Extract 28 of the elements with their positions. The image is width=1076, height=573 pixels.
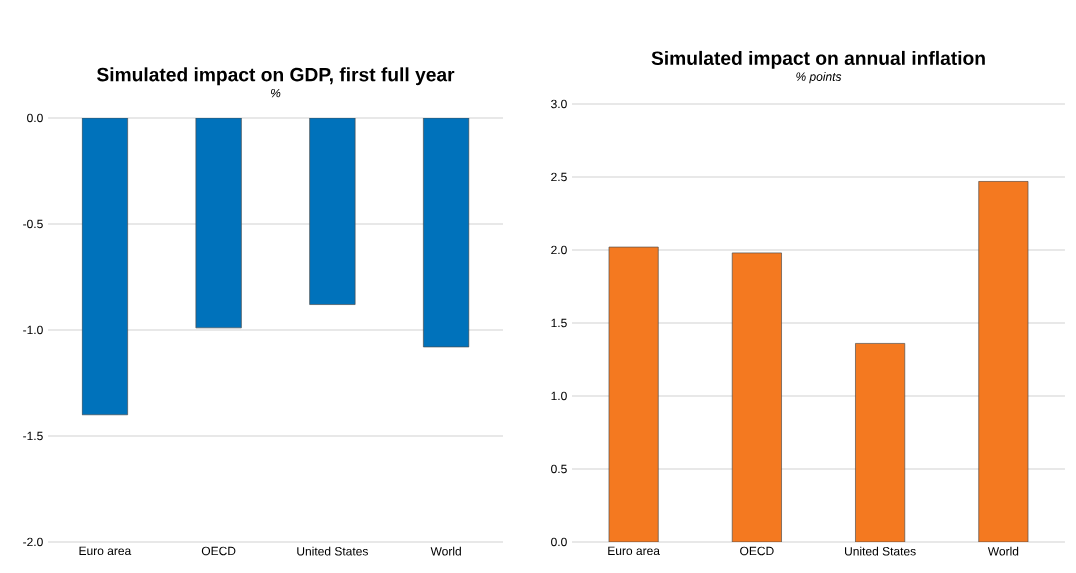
y-tick-label: -2.0 [23,537,43,547]
y-tick-label: 1.5 [551,318,567,328]
y-tick-label: -1.0 [23,325,43,335]
x-tick-label: Euro area [79,546,132,556]
y-tick-label: 0.0 [551,537,567,547]
y-tick-label: 0.5 [551,464,567,474]
y-tick-label: 1.0 [551,391,567,401]
y-tick-label: -1.5 [23,431,43,441]
x-tick-label: World [430,546,461,556]
y-tick-label: -0.5 [23,219,43,229]
y-tick-label: 0.0 [27,113,43,123]
bar [608,246,659,542]
chart-title: Simulated impact on annual inflation [651,50,985,69]
y-tick-label: 2.0 [551,245,567,255]
chart-title: Simulated impact on GDP, first full year [96,67,455,86]
x-tick-label: Euro area [608,546,660,556]
bar [855,343,906,542]
x-tick-label: World [987,546,1019,556]
y-tick-label: 3.0 [551,99,567,109]
chart-subtitle: % [271,88,281,98]
x-tick-label: OECD [740,546,774,556]
x-tick-label: OECD [201,546,236,556]
x-tick-label: United States [297,546,368,556]
bar [731,252,782,542]
chart-subtitle: % points [796,72,842,84]
y-tick-label: 2.5 [551,172,567,182]
x-tick-label: United States [845,546,916,556]
bar [978,181,1029,542]
